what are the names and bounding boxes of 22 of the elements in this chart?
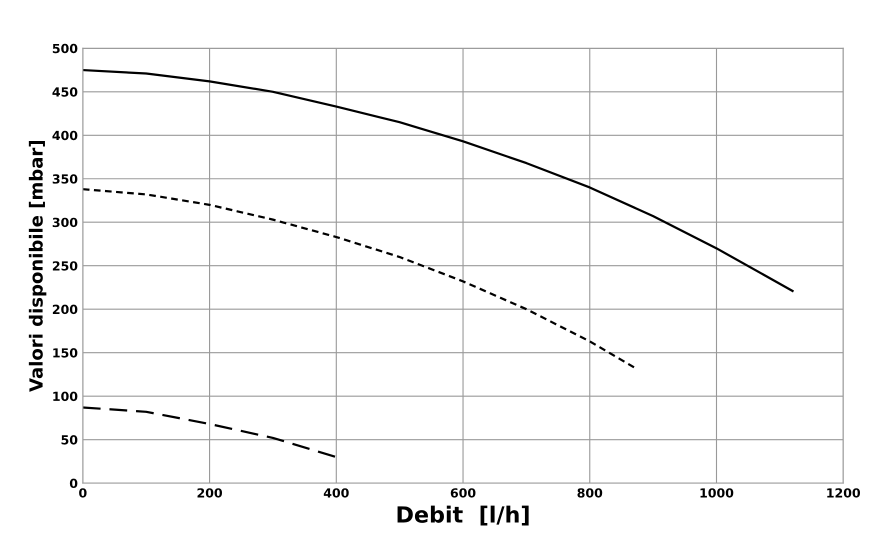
x-tick-label: 200 bbox=[198, 488, 222, 498]
y-tick-label: 350 bbox=[52, 174, 78, 184]
x-tick-label: 800 bbox=[577, 488, 602, 498]
y-tick-label: 450 bbox=[52, 87, 78, 97]
y-tick-label: 150 bbox=[53, 348, 78, 358]
y-tick-label: 200 bbox=[52, 304, 78, 314]
y-tick-label: 50 bbox=[62, 435, 78, 445]
x-axis-title: Debit [l/h] bbox=[398, 506, 529, 526]
x-tick-label: 1000 bbox=[700, 488, 734, 498]
x-tick-label: 400 bbox=[324, 488, 349, 498]
x-tick-label: 1200 bbox=[827, 488, 860, 498]
line-series bbox=[82, 68, 794, 292]
y-tick-label: 100 bbox=[53, 392, 78, 402]
line-series bbox=[82, 406, 338, 458]
x-tick-label: 600 bbox=[450, 488, 476, 498]
y-tick-label: 300 bbox=[52, 218, 78, 228]
x-tick-label: 0 bbox=[79, 488, 87, 498]
y-tick-label: 0 bbox=[70, 478, 78, 488]
y-tick-label: 400 bbox=[52, 130, 78, 140]
y-tick-label: 250 bbox=[52, 261, 78, 271]
y-tick-label: 500 bbox=[52, 44, 78, 54]
y-axis-title: Valori disponibile [mbar] bbox=[28, 141, 46, 392]
